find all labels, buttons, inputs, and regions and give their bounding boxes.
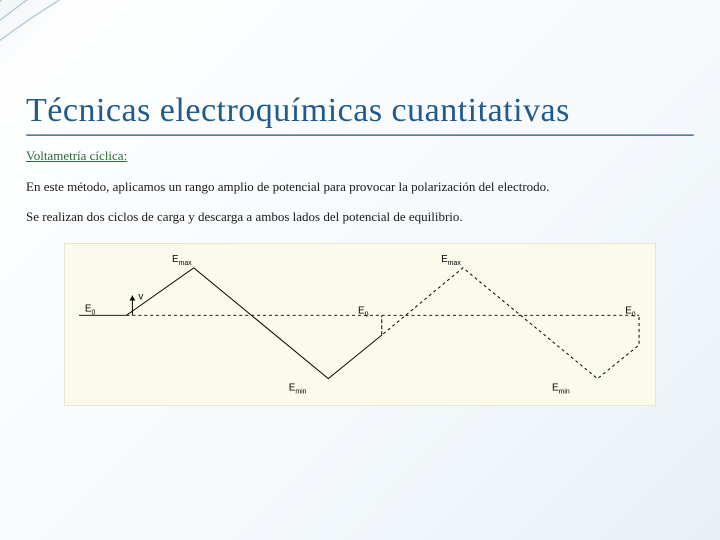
section-subheading: Voltametría cíclica:	[26, 148, 694, 164]
svg-text:v: v	[138, 292, 143, 303]
svg-text:E0: E0	[358, 305, 369, 318]
page-title: Técnicas electroquímicas cuantitativas	[26, 92, 694, 130]
svg-text:Emax: Emax	[441, 254, 461, 267]
cv-waveform-diagram: v Emax Emax E0 E0 E0 Emin Emin	[64, 243, 656, 405]
svg-text:Emin: Emin	[552, 383, 570, 396]
paragraph-1: En este método, aplicamos un rango ampli…	[26, 178, 686, 196]
title-underline	[26, 134, 694, 136]
svg-text:E0: E0	[85, 303, 96, 316]
svg-text:Emax: Emax	[172, 254, 192, 267]
svg-text:E0: E0	[625, 305, 636, 318]
svg-text:Emin: Emin	[289, 383, 307, 396]
slide-body: Técnicas electroquímicas cuantitativas V…	[0, 0, 720, 540]
paragraph-2: Se realizan dos ciclos de carga y descar…	[26, 208, 686, 226]
